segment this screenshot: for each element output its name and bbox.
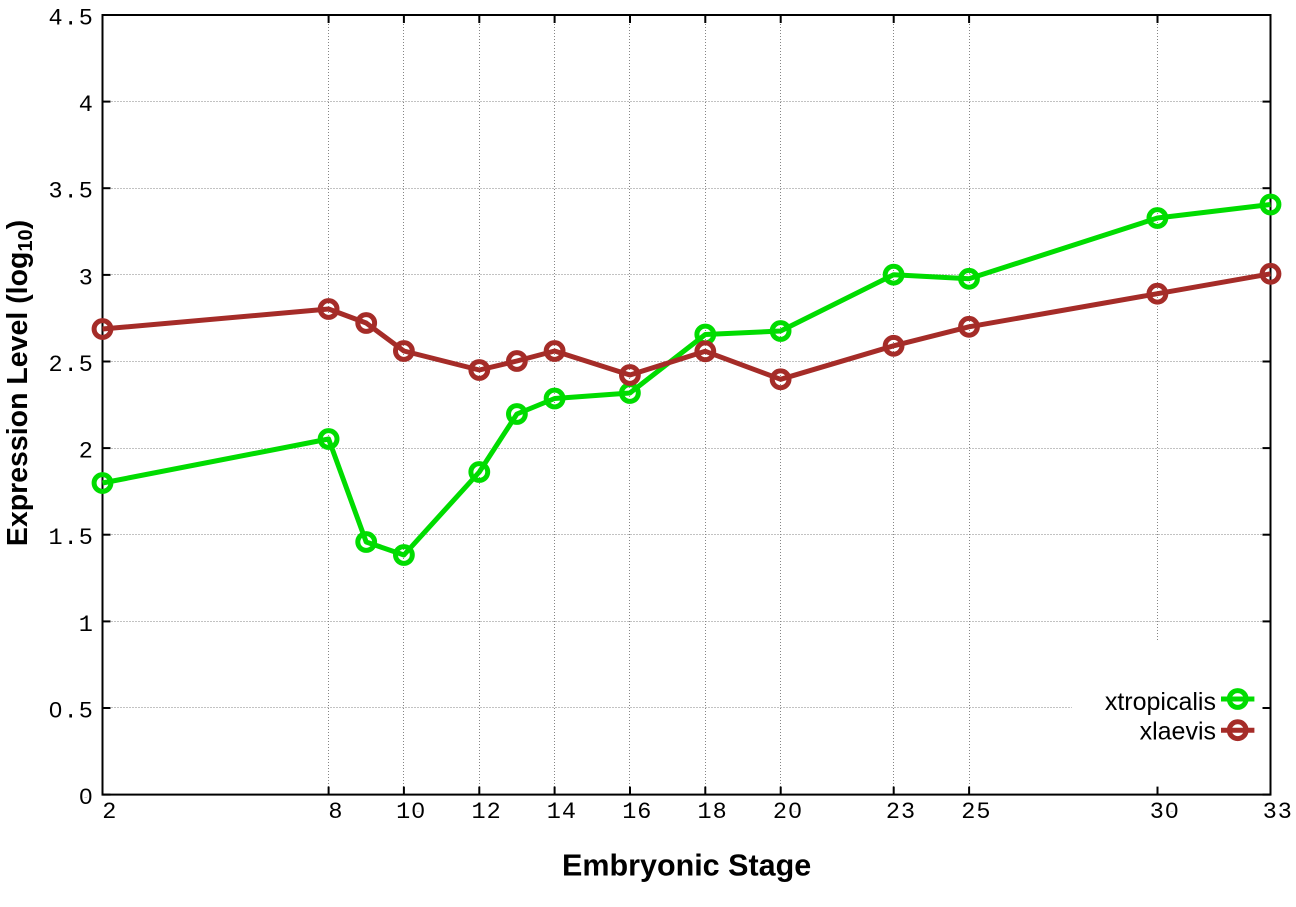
svg-text:25: 25 [961,799,991,826]
svg-text:2: 2 [102,799,117,826]
svg-text:2: 2 [79,439,94,466]
svg-text:xlaevis: xlaevis [1140,717,1216,745]
svg-text:4.5: 4.5 [48,6,93,33]
svg-text:1: 1 [79,612,94,639]
svg-text:18: 18 [697,799,727,826]
svg-text:xtropicalis: xtropicalis [1105,688,1216,716]
svg-text:4: 4 [79,92,94,119]
svg-text:20: 20 [773,799,803,826]
svg-text:1.5: 1.5 [48,525,93,552]
svg-text:10: 10 [396,799,426,826]
svg-text:0: 0 [79,785,94,812]
svg-text:16: 16 [622,799,652,826]
svg-text:30: 30 [1150,799,1180,826]
svg-text:3: 3 [79,265,94,292]
svg-text:0.5: 0.5 [48,699,93,726]
svg-text:2.5: 2.5 [48,352,93,379]
svg-text:33: 33 [1263,799,1293,826]
svg-text:12: 12 [471,799,501,826]
svg-text:14: 14 [547,799,577,826]
svg-text:8: 8 [328,799,343,826]
svg-text:3.5: 3.5 [48,179,93,206]
svg-text:Expression Level (log10): Expression Level (log10) [2,220,37,546]
svg-text:Embryonic Stage: Embryonic Stage [562,848,811,882]
svg-text:23: 23 [886,799,916,826]
